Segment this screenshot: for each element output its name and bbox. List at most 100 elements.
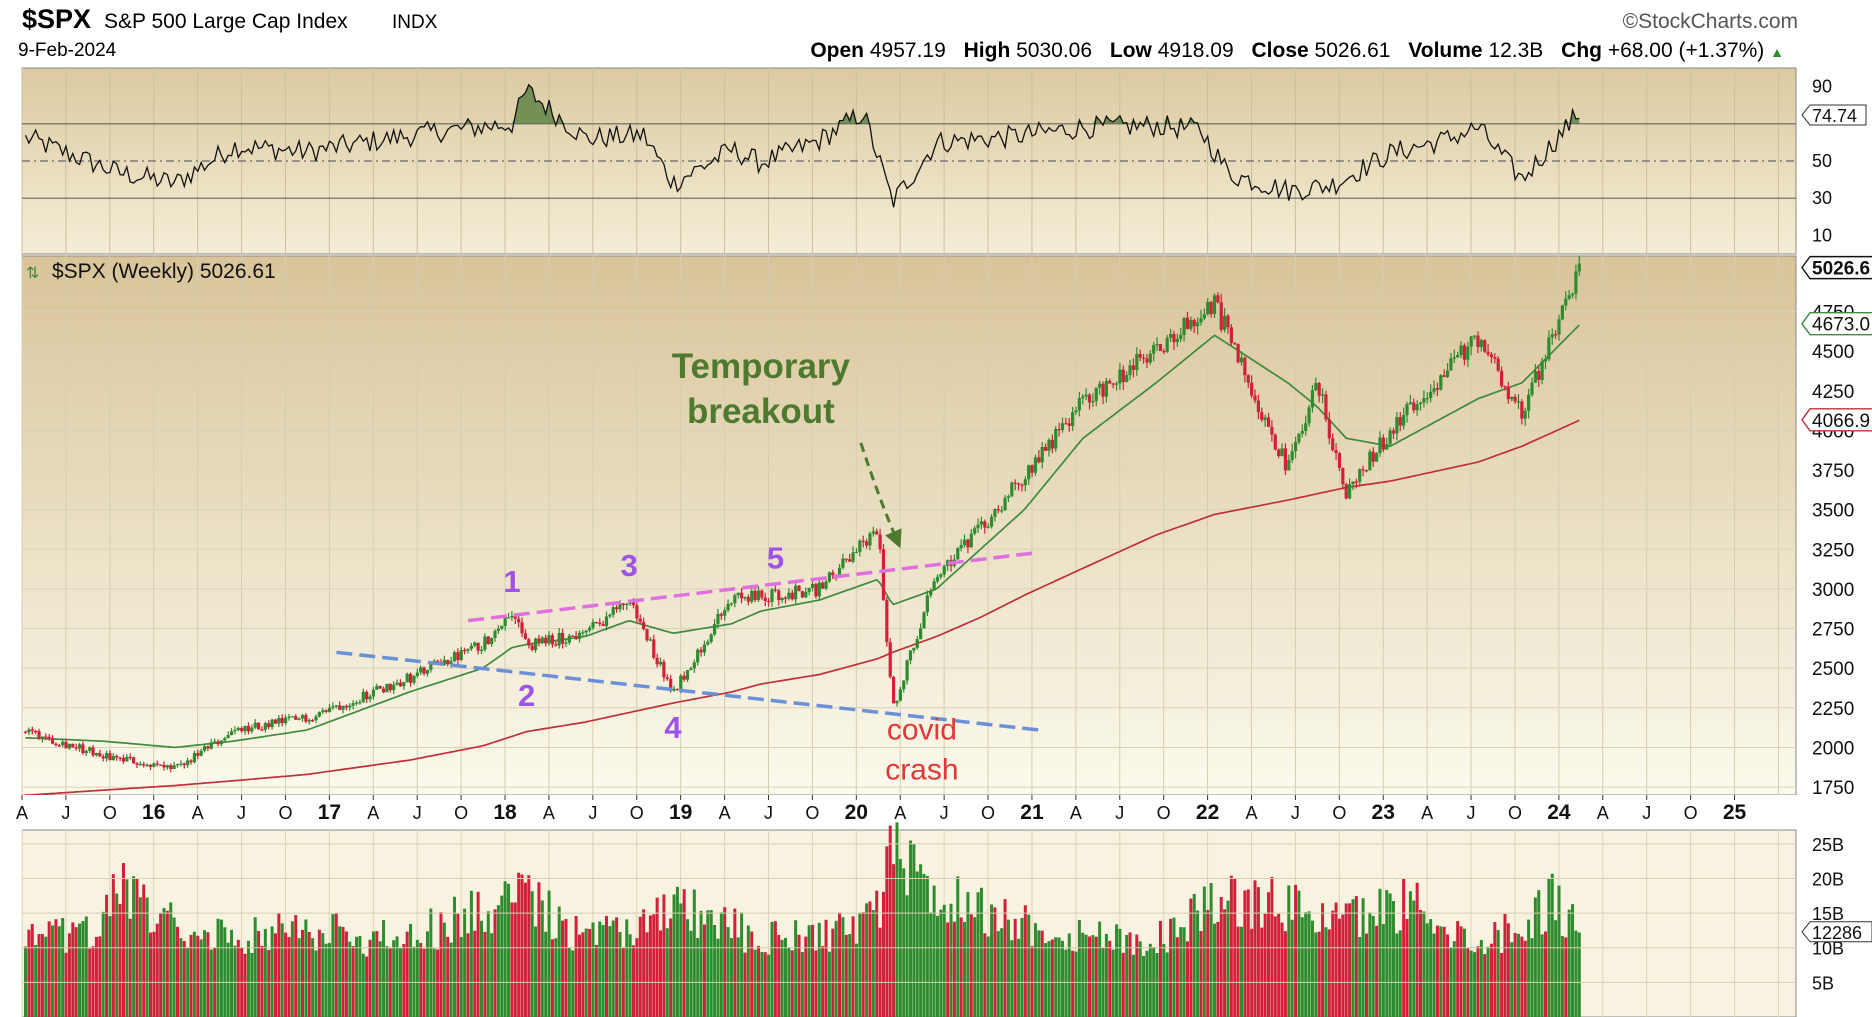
volume-bar bbox=[794, 920, 798, 1017]
volume-bar bbox=[365, 956, 369, 1017]
volume-bar bbox=[844, 934, 848, 1017]
x-axis-label: A bbox=[1245, 803, 1257, 823]
volume-bar bbox=[1047, 941, 1051, 1017]
candle-body bbox=[689, 668, 693, 671]
volume-bar bbox=[54, 919, 58, 1017]
candle-body bbox=[1537, 371, 1541, 380]
volume-bar bbox=[963, 921, 967, 1017]
candle-body bbox=[1003, 497, 1007, 511]
candle-body bbox=[895, 700, 899, 704]
volume-bar bbox=[770, 921, 774, 1017]
brand-logo[interactable]: ©StockCharts.com bbox=[1622, 10, 1798, 33]
volume-bar bbox=[1111, 949, 1115, 1017]
volume-bar bbox=[1273, 916, 1277, 1017]
volume-bar bbox=[1385, 890, 1389, 1017]
volume-bar bbox=[672, 894, 676, 1017]
volume-bar bbox=[983, 933, 987, 1017]
x-axis-background bbox=[0, 795, 1872, 827]
x-axis-label: A bbox=[543, 803, 555, 823]
volume-bar bbox=[959, 917, 963, 1017]
candle-body bbox=[1324, 394, 1328, 420]
volume-bar bbox=[44, 936, 48, 1017]
volume-bar bbox=[1121, 952, 1125, 1017]
volume-bar bbox=[1064, 949, 1068, 1017]
candle-body bbox=[236, 727, 240, 730]
volume-bar bbox=[1162, 943, 1166, 1017]
volume-tick-label: 10B bbox=[1812, 939, 1844, 959]
candle-body bbox=[1216, 295, 1220, 303]
quote-date: 9-Feb-2024 bbox=[18, 40, 117, 61]
candle-body bbox=[1263, 417, 1267, 420]
candle-body bbox=[175, 764, 180, 766]
volume-bar bbox=[608, 926, 612, 1017]
candle-body bbox=[881, 549, 886, 601]
volume-bar bbox=[604, 915, 608, 1017]
candle-body bbox=[1168, 334, 1173, 338]
volume-bar bbox=[1486, 946, 1490, 1017]
volume-bar bbox=[1142, 955, 1146, 1017]
candle-body bbox=[817, 582, 821, 597]
volume-bar bbox=[811, 924, 815, 1017]
candle-body bbox=[989, 516, 994, 527]
x-axis-label: J bbox=[1115, 803, 1124, 823]
candle-body bbox=[91, 747, 95, 756]
volume-bar bbox=[165, 910, 169, 1017]
volume-tick-label: 15B bbox=[1812, 904, 1844, 924]
candle-body bbox=[1209, 301, 1213, 315]
candle-body bbox=[915, 639, 919, 648]
volume-bar bbox=[405, 931, 409, 1017]
candle-body bbox=[1020, 484, 1024, 486]
volume-bar bbox=[1435, 925, 1439, 1017]
volume-bar bbox=[51, 925, 55, 1017]
volume-bar bbox=[736, 937, 740, 1017]
volume-bar bbox=[344, 931, 348, 1017]
candle-body bbox=[598, 622, 602, 625]
volume-bar bbox=[1003, 899, 1007, 1017]
candle-body bbox=[1074, 410, 1078, 413]
candle-body bbox=[1118, 369, 1122, 384]
candle-body bbox=[459, 649, 463, 661]
volume-bar bbox=[1145, 950, 1149, 1017]
candle-body bbox=[946, 560, 950, 566]
volume-bar bbox=[1351, 899, 1355, 1017]
candle-body bbox=[466, 648, 470, 651]
volume-bar bbox=[1476, 946, 1480, 1017]
volume-bar bbox=[763, 952, 767, 1017]
candle-body bbox=[1277, 449, 1281, 457]
candle-body bbox=[1135, 354, 1139, 370]
candle-body bbox=[47, 736, 51, 739]
volume-tick-label: 25B bbox=[1812, 835, 1844, 855]
candle-body bbox=[155, 763, 159, 765]
candle-body bbox=[1479, 340, 1483, 348]
volume-bar bbox=[456, 913, 460, 1017]
volume-bar bbox=[780, 939, 784, 1017]
rsi-tick-label: 10 bbox=[1812, 225, 1832, 245]
candle-body bbox=[331, 706, 335, 708]
volume-bar bbox=[1395, 933, 1399, 1017]
volume-bar bbox=[1283, 931, 1287, 1017]
volume-bar bbox=[1057, 937, 1061, 1017]
volume-bar bbox=[912, 843, 916, 1017]
x-axis-label: O bbox=[103, 803, 117, 823]
change-up-icon: ▲ bbox=[1770, 44, 1784, 60]
volume-bar bbox=[1446, 934, 1450, 1017]
volume-bar bbox=[273, 933, 277, 1017]
rsi-line bbox=[24, 83, 1580, 208]
candle-body bbox=[905, 660, 909, 681]
candle-body bbox=[679, 675, 683, 690]
volume-bar bbox=[152, 931, 156, 1017]
x-axis-label: O bbox=[1332, 803, 1346, 823]
volume-bar bbox=[351, 946, 355, 1017]
volume-bar bbox=[601, 925, 605, 1017]
candle-body bbox=[864, 541, 869, 546]
volume-bar bbox=[27, 929, 31, 1017]
volume-bar bbox=[270, 926, 274, 1017]
candle-body bbox=[848, 559, 852, 562]
candle-body bbox=[1185, 317, 1190, 329]
candle-body bbox=[84, 750, 88, 754]
volume-value: 12.3B bbox=[1488, 39, 1544, 62]
volume-bar bbox=[594, 944, 598, 1017]
volume-bar bbox=[1033, 923, 1037, 1017]
volume-bar bbox=[1017, 938, 1021, 1017]
